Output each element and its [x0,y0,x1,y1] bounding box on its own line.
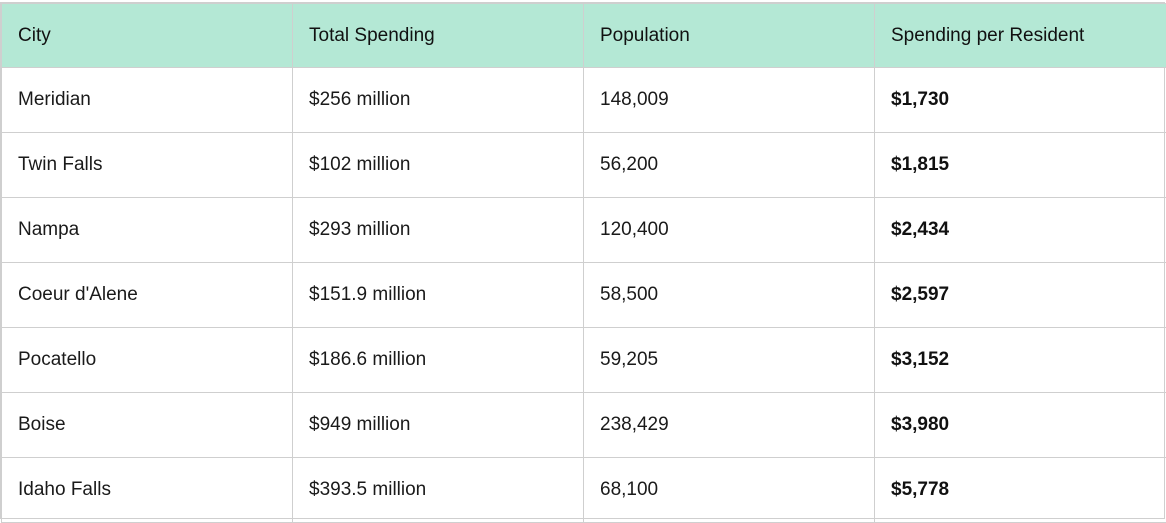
table-row: Meridian $256 million 148,009 $1,730 [2,68,1166,133]
population-cell: 68,100 [584,458,875,523]
column-header-spending-per-resident: Spending per Resident [875,4,1166,68]
city-cell: Meridian [2,68,293,133]
spending-per-resident-cell: $3,152 [875,328,1166,393]
total-spending-cell: $186.6 million [293,328,584,393]
population-cell: 58,500 [584,263,875,328]
population-cell: 120,400 [584,198,875,263]
table-row: Twin Falls $102 million 56,200 $1,815 [2,133,1166,198]
column-header-total-spending: Total Spending [293,4,584,68]
population-cell: 56,200 [584,133,875,198]
city-cell: Coeur d'Alene [2,263,293,328]
total-spending-cell: $293 million [293,198,584,263]
total-spending-cell: $256 million [293,68,584,133]
population-cell: 148,009 [584,68,875,133]
city-cell: Pocatello [2,328,293,393]
table-body: Meridian $256 million 148,009 $1,730 Twi… [2,68,1166,523]
city-cell: Twin Falls [2,133,293,198]
spending-table: City Total Spending Population Spending … [1,3,1166,523]
column-header-city: City [2,4,293,68]
total-spending-cell: $151.9 million [293,263,584,328]
city-cell: Idaho Falls [2,458,293,523]
header-row: City Total Spending Population Spending … [2,4,1166,68]
total-spending-cell: $393.5 million [293,458,584,523]
column-header-population: Population [584,4,875,68]
spending-per-resident-cell: $3,980 [875,393,1166,458]
table-row: Idaho Falls $393.5 million 68,100 $5,778 [2,458,1166,523]
spending-per-resident-cell: $1,815 [875,133,1166,198]
table-row: Pocatello $186.6 million 59,205 $3,152 [2,328,1166,393]
population-cell: 59,205 [584,328,875,393]
total-spending-cell: $102 million [293,133,584,198]
table-header: City Total Spending Population Spending … [2,4,1166,68]
city-cell: Nampa [2,198,293,263]
spending-per-resident-cell: $1,730 [875,68,1166,133]
table-row: Nampa $293 million 120,400 $2,434 [2,198,1166,263]
spending-per-resident-cell: $2,434 [875,198,1166,263]
population-cell: 238,429 [584,393,875,458]
city-cell: Boise [2,393,293,458]
spending-per-resident-cell: $5,778 [875,458,1166,523]
table-row: Boise $949 million 238,429 $3,980 [2,393,1166,458]
table-row: Coeur d'Alene $151.9 million 58,500 $2,5… [2,263,1166,328]
total-spending-cell: $949 million [293,393,584,458]
spending-per-resident-cell: $2,597 [875,263,1166,328]
